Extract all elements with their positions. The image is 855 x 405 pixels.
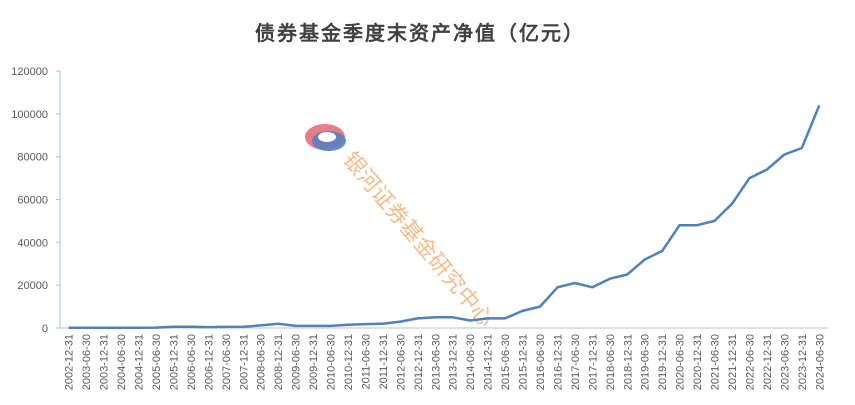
x-tick-label: 2002-12-31 [64, 334, 76, 390]
x-tick-label: 2021-12-31 [727, 334, 739, 390]
x-tick-label: 2004-06-30 [116, 334, 128, 390]
x-tick-label: 2023-06-30 [779, 334, 791, 390]
x-tick-label: 2004-12-31 [134, 334, 146, 390]
x-tick-label: 2016-12-31 [552, 334, 564, 390]
x-tick-label: 2009-06-30 [291, 334, 303, 390]
x-tick-label: 2005-06-30 [151, 334, 163, 390]
x-tick-label: 2013-12-31 [448, 334, 460, 390]
x-tick-label: 2021-06-30 [710, 334, 722, 390]
x-tick-label: 2011-12-31 [378, 334, 390, 389]
x-tick-label: 2019-12-31 [657, 334, 669, 390]
x-tick-label: 2003-06-30 [81, 334, 93, 390]
x-tick-label: 2011-06-30 [360, 334, 372, 389]
x-tick-label: 2019-06-30 [640, 334, 652, 390]
x-tick-label: 2006-12-31 [203, 334, 215, 390]
x-tick-label: 2022-06-30 [744, 334, 756, 390]
x-tick-label: 2020-12-31 [692, 334, 704, 390]
logo [305, 124, 346, 151]
x-tick-label: 2012-12-31 [413, 334, 425, 390]
y-tick-label: 120000 [11, 66, 48, 78]
x-tick-label: 2010-12-31 [343, 334, 355, 390]
x-tick-label: 2017-12-31 [587, 334, 599, 390]
y-tick-label: 0 [42, 323, 48, 335]
x-tick-label: 2015-06-30 [500, 334, 512, 390]
x-tick-label: 2020-06-30 [675, 334, 687, 390]
x-tick-label: 2014-12-31 [483, 334, 495, 390]
x-tick-label: 2010-06-30 [326, 334, 338, 390]
y-tick-label: 80000 [17, 152, 48, 164]
y-tick-label: 100000 [11, 109, 48, 121]
x-tick-label: 2015-12-31 [518, 334, 530, 390]
x-tick-label: 2022-12-31 [762, 334, 774, 390]
x-tick-label: 2018-12-31 [622, 334, 634, 390]
x-tick-label: 2007-06-30 [221, 334, 233, 390]
x-tick-label: 2018-06-30 [605, 334, 617, 390]
x-tick-label: 2009-12-31 [308, 334, 320, 390]
chart-title: 债券基金季度末资产净值（亿元） [255, 21, 585, 45]
data-line [68, 104, 821, 330]
x-tick-label: 2014-06-30 [465, 334, 477, 390]
x-tick-label: 2007-12-31 [238, 334, 250, 390]
x-tick-label: 2008-12-31 [273, 334, 285, 390]
y-tick-label: 60000 [17, 195, 48, 207]
y-tick-label: 40000 [17, 237, 48, 249]
x-tick-label: 2003-12-31 [99, 334, 111, 390]
x-tick-label: 2017-06-30 [570, 334, 582, 390]
x-tick-label: 2023-12-31 [797, 334, 809, 390]
x-tick-label: 2012-06-30 [395, 334, 407, 390]
x-tick-label: 2013-06-30 [430, 334, 442, 390]
x-tick-label: 2006-06-30 [186, 334, 198, 390]
x-tick-label: 2024-06-30 [814, 334, 826, 390]
x-tick-label: 2008-06-30 [256, 334, 268, 390]
x-tick-label: 2005-12-31 [168, 334, 180, 390]
x-tick-label: 2016-06-30 [535, 334, 547, 390]
y-tick-label: 20000 [17, 280, 48, 292]
